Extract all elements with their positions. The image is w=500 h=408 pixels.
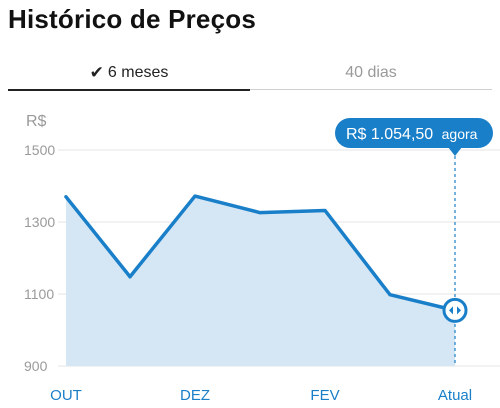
y-axis-title: R$ bbox=[26, 113, 47, 130]
check-icon: ✔ bbox=[89, 62, 104, 82]
x-axis-labels: OUT DEZ FEV Atual bbox=[50, 387, 472, 404]
price-area bbox=[66, 196, 455, 366]
tooltip-price: R$ 1.054,50 bbox=[346, 126, 433, 143]
period-tabs: ✔ 6 meses 40 dias bbox=[8, 56, 492, 91]
x-tick-2: FEV bbox=[310, 387, 339, 404]
data-point-4 bbox=[323, 208, 327, 212]
tab-6-meses[interactable]: ✔ 6 meses bbox=[8, 56, 250, 91]
tooltip-text: R$ 1.054,50 agora bbox=[346, 126, 478, 143]
tab-40-dias-label: 40 dias bbox=[345, 63, 397, 81]
tab-40-dias[interactable]: 40 dias bbox=[250, 56, 492, 90]
data-point-2 bbox=[193, 194, 197, 198]
data-point-0 bbox=[64, 195, 68, 199]
y-tick-900: 900 bbox=[24, 358, 48, 374]
tooltip-suffix: agora bbox=[442, 126, 478, 142]
data-point-1 bbox=[128, 275, 132, 279]
y-tick-1100: 1100 bbox=[24, 286, 54, 302]
handle-circle[interactable] bbox=[442, 297, 468, 323]
tooltip-arrow bbox=[448, 147, 462, 156]
page-title: Histórico de Preços bbox=[8, 4, 256, 34]
data-point-3 bbox=[258, 211, 262, 215]
data-point-5 bbox=[388, 293, 392, 297]
y-axis-labels: 900 1100 1300 1500 bbox=[24, 142, 55, 374]
price-chart: 900 1100 1300 1500 R$ R$ 1.054,50 agora OUT… bbox=[24, 113, 500, 404]
slider-handle[interactable] bbox=[442, 297, 468, 323]
drag-arrows-icon bbox=[449, 306, 461, 315]
x-tick-1: DEZ bbox=[180, 387, 210, 404]
tooltip-box bbox=[335, 118, 493, 148]
x-tick-0: OUT bbox=[50, 387, 82, 404]
y-tick-1500: 1500 bbox=[24, 142, 55, 158]
tab-6-meses-label: 6 meses bbox=[107, 63, 169, 81]
y-tick-1300: 1300 bbox=[24, 214, 55, 230]
price-tooltip: R$ 1.054,50 agora bbox=[335, 118, 493, 156]
x-tick-3: Atual bbox=[438, 387, 472, 404]
